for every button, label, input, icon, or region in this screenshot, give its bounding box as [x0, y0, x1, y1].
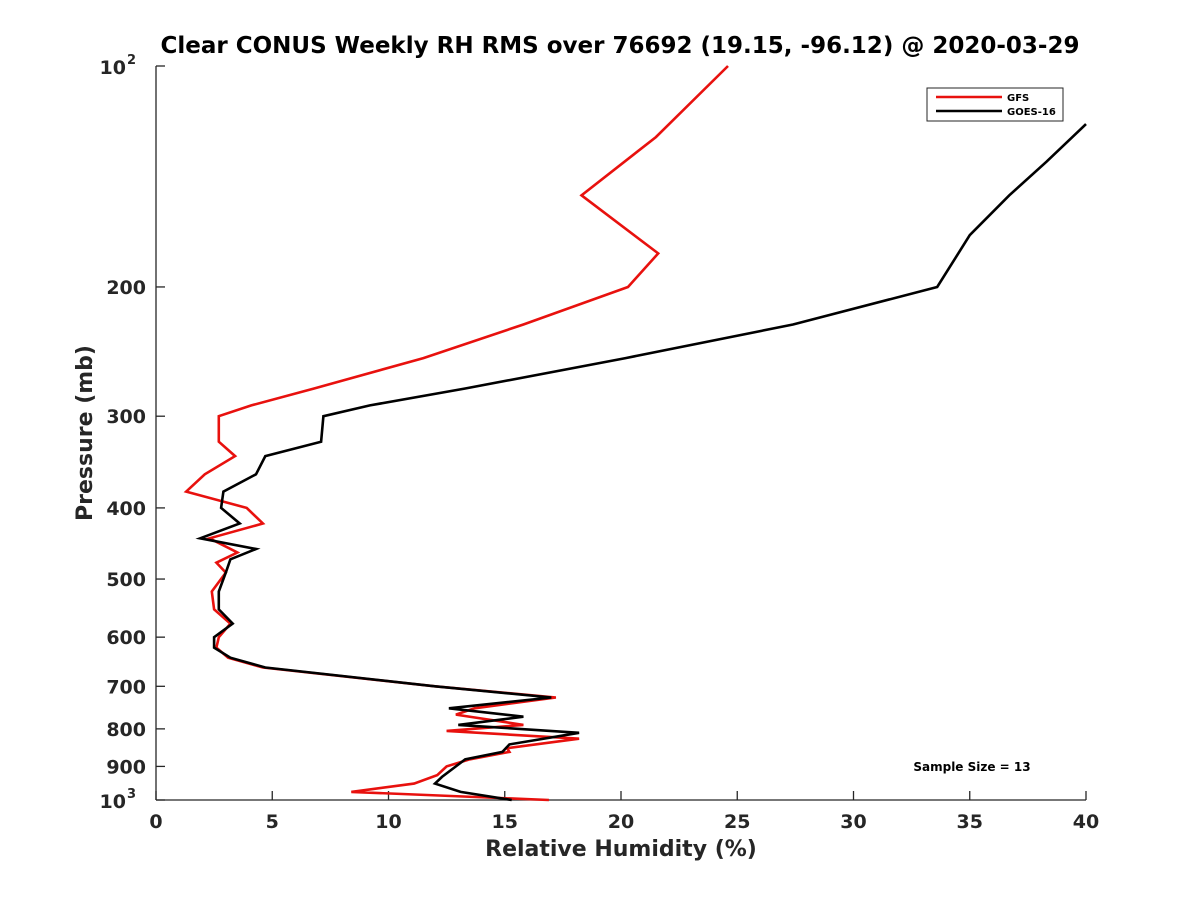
y-tick-label: 500: [106, 569, 146, 591]
x-tick-label: 40: [1073, 811, 1099, 833]
x-tick-label: 5: [266, 811, 279, 833]
sample-size-annotation: Sample Size = 13: [913, 760, 1030, 774]
chart-title: Clear CONUS Weekly RH RMS over 76692 (19…: [161, 33, 1080, 59]
y-tick-label: 900: [106, 756, 146, 778]
x-tick-label: 30: [840, 811, 866, 833]
y-axis-label: Pressure (mb): [73, 345, 98, 521]
x-tick-label: 0: [149, 811, 162, 833]
y-tick-label-exponent: 2: [127, 53, 136, 68]
series-line-gfs: [183, 65, 729, 802]
x-axis-label: Relative Humidity (%): [485, 837, 757, 862]
legend-label-gfs: GFS: [1007, 93, 1029, 104]
y-tick-label: 600: [106, 627, 146, 649]
series-lines: [183, 65, 1087, 802]
x-tick-label: 35: [957, 811, 983, 833]
y-tick-label: 200: [106, 277, 146, 299]
y-tick-label-exponent: 3: [127, 787, 136, 802]
y-tick-label: 300: [106, 406, 146, 428]
plot-area: [155, 66, 1086, 801]
y-tick-label-power: 10 2: [100, 53, 137, 79]
y-tick-label: 700: [106, 676, 146, 698]
legend-label-goes16: GOES-16: [1007, 107, 1056, 118]
y-tick-label-power: 10 3: [100, 787, 137, 813]
x-tick-label: 15: [492, 811, 518, 833]
x-ticks: 0 5 10 15 20 25 30 35 40: [149, 791, 1099, 833]
y-tick-label-base: 10: [100, 791, 126, 813]
y-tick-label: 400: [106, 498, 146, 520]
legend-box: [926, 87, 1064, 122]
x-tick-label: 20: [608, 811, 634, 833]
x-tick-label: 10: [375, 811, 401, 833]
series-line-goes16: [195, 123, 1087, 802]
legend: GFS GOES-16: [926, 87, 1064, 122]
y-tick-label-base: 10: [100, 57, 126, 79]
y-tick-label: 800: [106, 719, 146, 741]
x-tick-label: 25: [724, 811, 750, 833]
